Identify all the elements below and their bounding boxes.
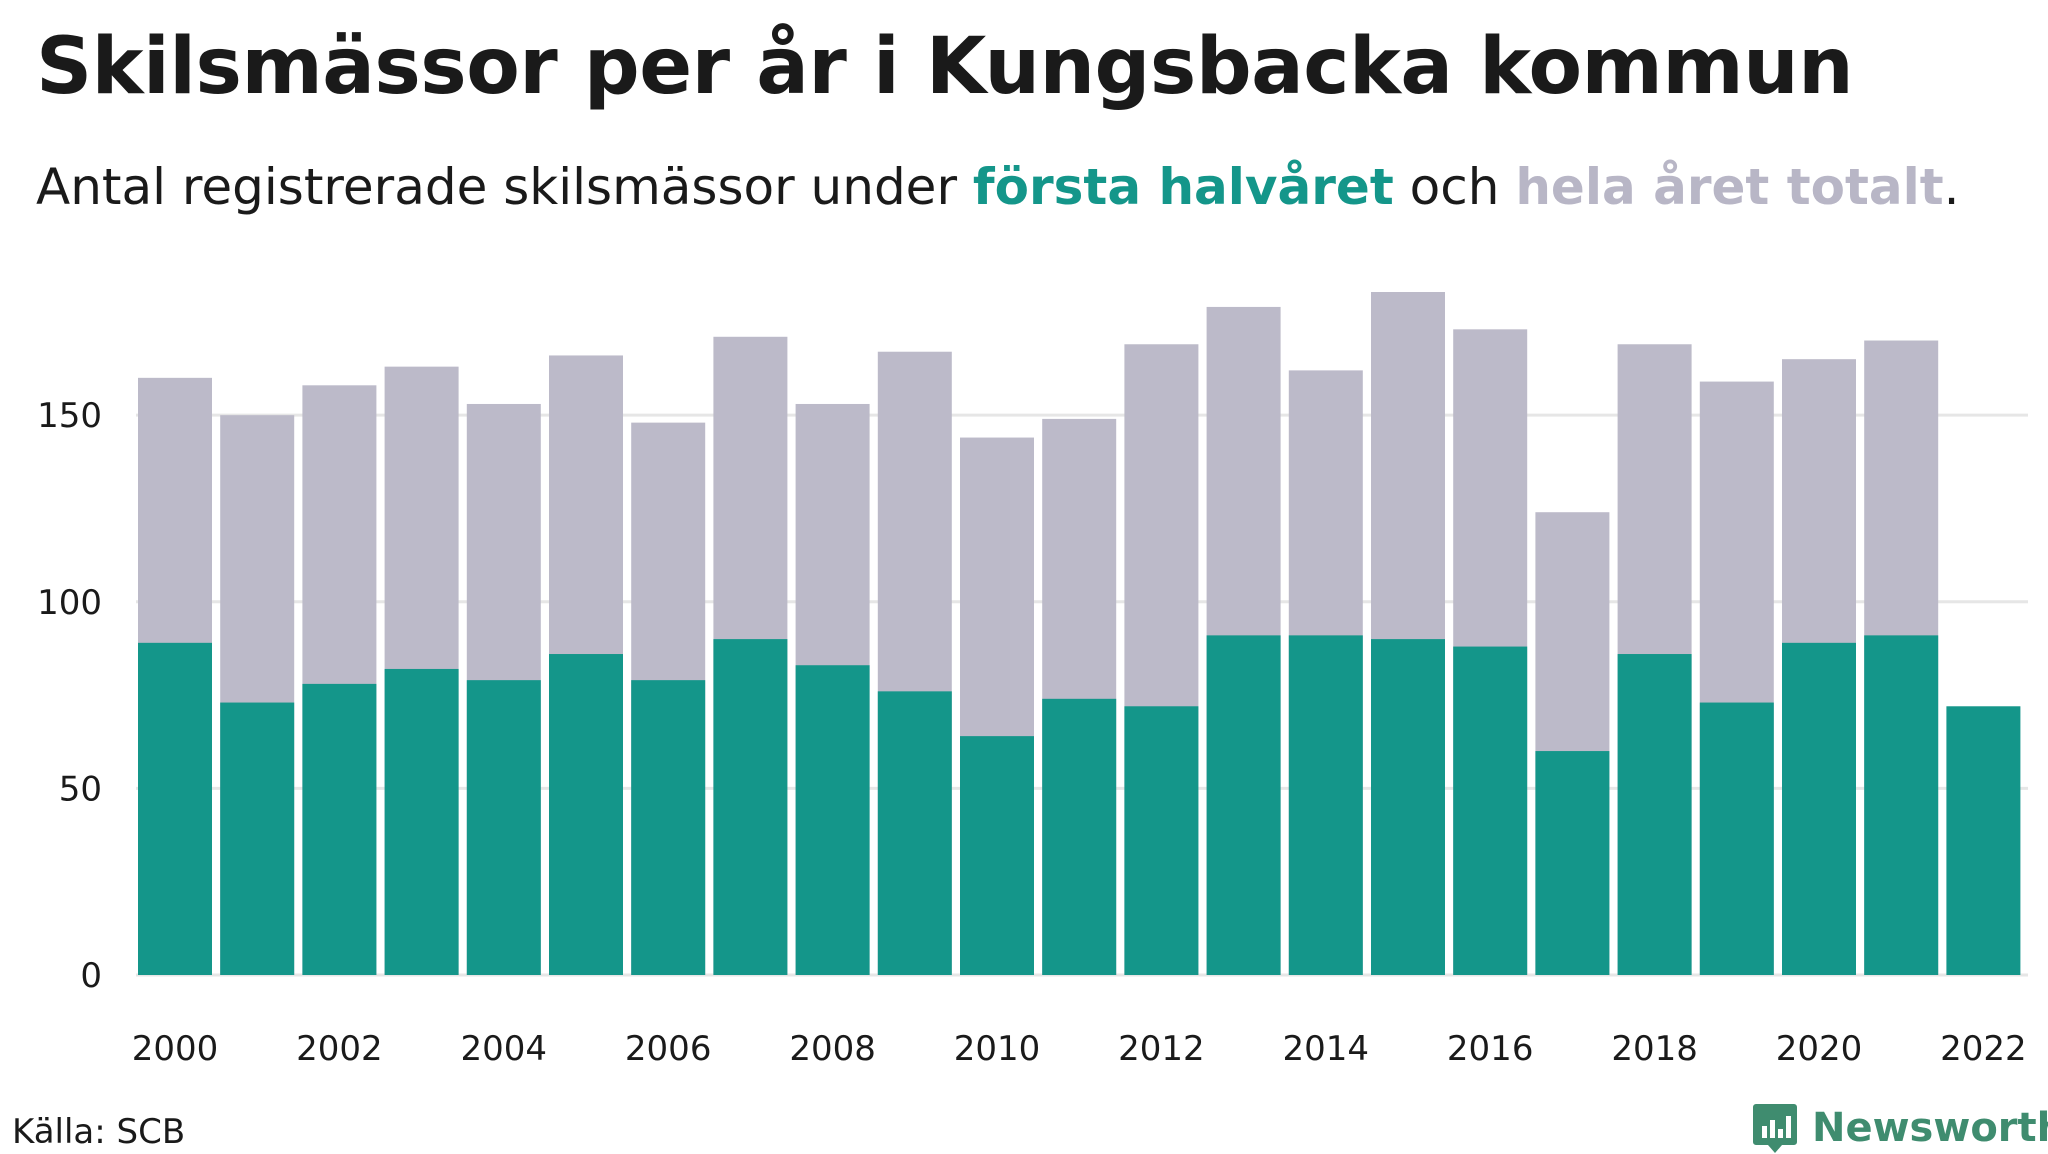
x-tick-label: 2008: [789, 1029, 876, 1069]
y-tick-label: 100: [37, 583, 102, 623]
bar-first-half-2007: [713, 639, 788, 975]
x-tick-label: 2016: [1447, 1029, 1534, 1069]
x-tick-label: 2022: [1940, 1029, 2027, 1069]
bar-first-half-2012: [1124, 706, 1199, 975]
bar-first-half-2017: [1535, 751, 1610, 975]
newsworthy-logo: Newsworthy: [1752, 1102, 2048, 1154]
chart-title: Skilsmässor per år i Kungsbacka kommun: [36, 22, 1854, 112]
bar-first-half-2011: [1042, 698, 1117, 975]
bar-first-half-2009: [877, 691, 952, 975]
bar-first-half-2005: [549, 654, 623, 975]
y-tick-label: 0: [80, 956, 102, 996]
newsworthy-logo-icon: [1753, 1104, 1797, 1153]
bar-first-half-2019: [1699, 702, 1774, 975]
subtitle-text-1: Antal registrerade skilsmässor under: [36, 158, 973, 216]
x-tick-label: 2018: [1611, 1029, 1698, 1069]
bar-first-half-2010: [960, 736, 1034, 975]
x-tick-label: 2020: [1776, 1029, 1863, 1069]
x-tick-label: 2002: [296, 1029, 383, 1069]
x-tick-label: 2006: [625, 1029, 712, 1069]
bar-first-half-2003: [384, 668, 459, 975]
bar-first-half-2004: [466, 680, 541, 975]
subtitle-text-2: och: [1393, 158, 1516, 216]
bar-first-half-2020: [1782, 642, 1856, 975]
bar-first-half-2006: [631, 680, 706, 975]
y-tick-label: 50: [59, 769, 102, 809]
bar-first-half-2001: [220, 702, 295, 975]
bar-first-half-2016: [1453, 646, 1528, 975]
x-tick-label: 2012: [1118, 1029, 1205, 1069]
subtitle-text-3: .: [1943, 158, 1960, 216]
x-tick-label: 2010: [954, 1029, 1041, 1069]
bar-first-half-2008: [795, 665, 870, 975]
x-axis-labels: 2000 2002 2004 2006 2008 2010 2012 2014 2016 2018…: [132, 1029, 2027, 1069]
brand-name: Newsworthy: [1812, 1105, 2048, 1151]
y-axis-labels: 0 50 100 150: [37, 396, 102, 996]
bar-first-half-2022: [1946, 706, 2021, 975]
y-tick-label: 150: [37, 396, 102, 436]
subtitle-highlight-full-year: hela året totalt: [1515, 158, 1944, 216]
chart-subtitle: Antal registrerade skilsmässor under för…: [36, 158, 1960, 216]
bar-first-half-2014: [1288, 635, 1363, 975]
x-tick-label: 2014: [1283, 1029, 1370, 1069]
first-half-bars: [138, 635, 2021, 975]
bar-first-half-2021: [1864, 635, 1939, 975]
bar-first-half-2000: [138, 642, 212, 975]
bar-first-half-2013: [1206, 635, 1281, 975]
source-label: Källa: SCB: [12, 1112, 186, 1152]
bar-first-half-2002: [302, 683, 377, 975]
x-tick-label: 2000: [132, 1029, 219, 1069]
bar-first-half-2018: [1617, 654, 1692, 975]
x-tick-label: 2004: [461, 1029, 548, 1069]
subtitle-highlight-first-half: första halvåret: [972, 158, 1394, 216]
bar-first-half-2015: [1371, 639, 1445, 975]
